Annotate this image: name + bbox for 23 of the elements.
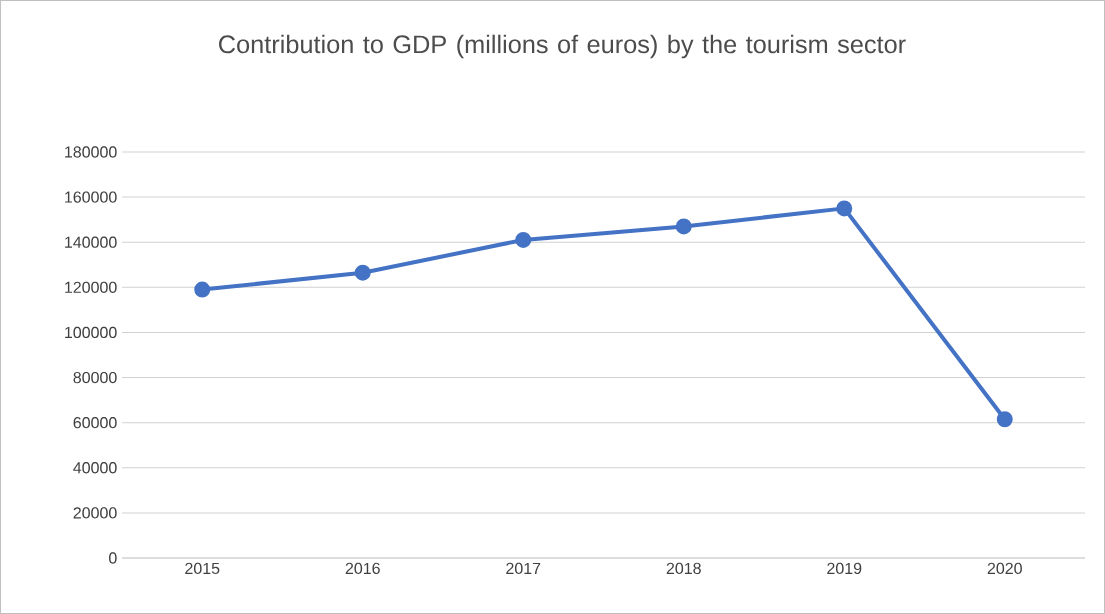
x-tick-label: 2016 [345, 562, 380, 575]
x-tick-label: 2017 [506, 562, 541, 575]
y-tick-label: 60000 [73, 417, 117, 429]
y-tick-label: 20000 [73, 507, 117, 519]
y-tick-label: 0 [109, 552, 117, 564]
chart-title: Contribution to GDP (millions of euros) by the tourism sector [219, 34, 906, 59]
y-tick-label: 160000 [65, 191, 117, 203]
point [515, 231, 532, 248]
x-tick-label: 2019 [827, 562, 862, 575]
point [996, 411, 1013, 428]
point [194, 281, 211, 298]
y-tick-label: 80000 [73, 371, 117, 384]
y-tick-label: 100000 [65, 326, 117, 339]
y-tick-label: 180000 [65, 146, 117, 158]
x-tick-label: 2015 [185, 562, 220, 575]
y-tick-label: 40000 [73, 462, 117, 474]
y-tick-label: 140000 [65, 236, 117, 248]
y-tick-label: 120000 [65, 281, 117, 293]
point [675, 218, 692, 235]
point [354, 264, 371, 281]
point [836, 200, 853, 217]
x-tick-label: 2020 [987, 562, 1022, 575]
x-tick-label: 2018 [666, 562, 701, 575]
